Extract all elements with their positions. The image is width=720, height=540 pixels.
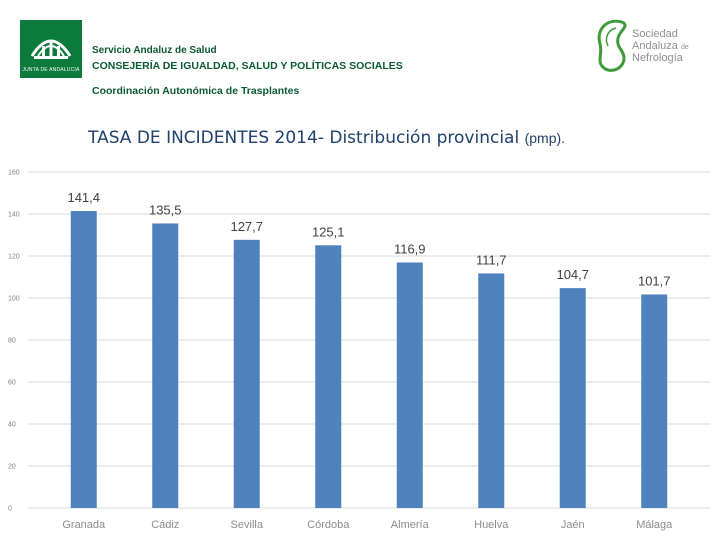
chart-title-text: TASA DE INCIDENTES 2014- Distribución pr… [88, 128, 520, 148]
bar-jaén [559, 288, 586, 508]
category-label: Granada [62, 519, 106, 531]
sen-text-sociedad: Sociedad [632, 28, 678, 40]
bar-sevilla [233, 239, 260, 508]
bar-granada [70, 211, 97, 508]
bar-huelva [478, 273, 505, 508]
kidney-icon [597, 19, 627, 72]
header-servicio: Servicio Andaluz de Salud [92, 45, 217, 56]
sen-logo: Sociedad Andaluza de Nefrología [592, 16, 710, 76]
bar-chart: 0 20 40 60 80 100 120 140 160 141,4 135,5 127,7 125… [8, 170, 710, 531]
data-label: 125,1 [312, 224, 345, 239]
y-axis-ticks: 0 20 40 60 80 100 120 140 160 [8, 170, 20, 513]
category-label: Córdoba [307, 519, 350, 531]
y-tick-label: 20 [8, 464, 16, 471]
sen-text-andaluza-word: Andaluza [632, 40, 678, 52]
data-label: 141,4 [67, 190, 100, 205]
junta-logo-text: JUNTA DE ANDALUCIA [22, 67, 80, 73]
data-label: 101,7 [638, 273, 671, 288]
gridlines [28, 171, 710, 509]
bar-córdoba [315, 245, 342, 508]
junta-emblem-icon [30, 39, 72, 59]
data-labels: 141,4 135,5 127,7 125,1 116,9 111,7 104,7 101,7 [67, 190, 670, 288]
y-tick-label: 160 [8, 170, 20, 177]
y-tick-label: 100 [8, 296, 20, 303]
data-label: 116,9 [394, 242, 426, 257]
y-tick-label: 60 [8, 380, 16, 387]
x-axis-categories: Granada Cádiz Sevilla Córdoba Almería Huelva J… [62, 519, 673, 531]
bar-málaga [641, 294, 668, 508]
header-consejeria: CONSEJERÍA DE IGUALDAD, SALUD Y POLÍTICA… [92, 60, 403, 72]
bars [70, 211, 668, 508]
y-tick-label: 80 [8, 338, 16, 345]
data-label: 127,7 [230, 219, 263, 234]
y-tick-label: 140 [8, 212, 20, 219]
category-label: Cádiz [151, 519, 179, 531]
data-label: 104,7 [556, 267, 589, 282]
category-label: Jaén [561, 519, 585, 531]
data-label: 135,5 [149, 202, 182, 217]
sen-text-de: de [680, 44, 689, 51]
y-tick-label: 40 [8, 422, 16, 429]
category-label: Almería [391, 519, 430, 531]
bar-cádiz [152, 223, 179, 508]
category-label: Huelva [474, 519, 509, 531]
header: JUNTA DE ANDALUCIA Servicio Andaluz de S… [0, 0, 720, 110]
y-tick-label: 120 [8, 254, 20, 261]
data-label: 111,7 [476, 252, 507, 267]
chart-title-unit: (pmp). [524, 130, 566, 146]
sen-text-nefrologia: Nefrología [632, 52, 683, 64]
junta-andalucia-logo: JUNTA DE ANDALUCIA [20, 20, 82, 78]
category-label: Málaga [636, 519, 673, 531]
header-coordinacion: Coordinación Autonómica de Trasplantes [92, 85, 300, 97]
sen-text-andaluza: Andaluza de [632, 40, 689, 54]
category-label: Sevilla [231, 519, 264, 531]
bar-almería [396, 262, 423, 508]
chart-title: TASA DE INCIDENTES 2014- Distribución pr… [88, 128, 565, 148]
y-tick-label: 0 [8, 506, 12, 513]
